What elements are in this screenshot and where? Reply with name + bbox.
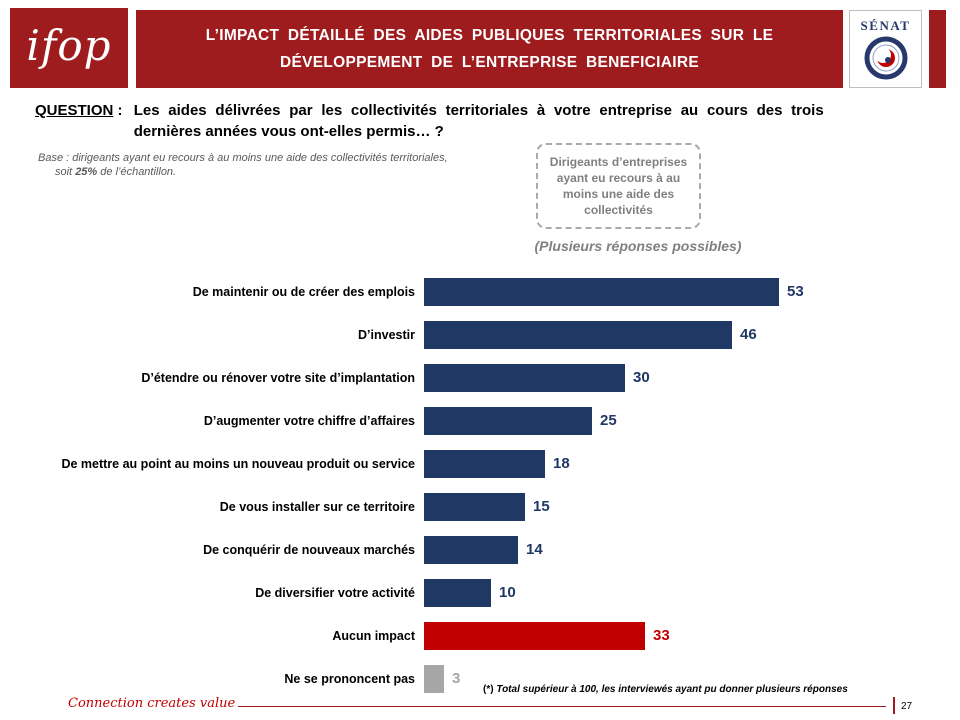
- bar-row: D’augmenter votre chiffre d’affaires 25: [0, 399, 960, 442]
- bar-value: 15: [533, 498, 550, 515]
- bar: [424, 492, 525, 521]
- bar-row: D’investir 46: [0, 313, 960, 356]
- bar-value: 46: [740, 326, 757, 343]
- population-callout: Dirigeants d’entreprises ayant eu recour…: [536, 143, 701, 229]
- bar-row: De diversifier votre activité 10: [0, 571, 960, 614]
- ifop-logo-text: ifop: [26, 21, 112, 70]
- question-separator: :: [113, 102, 127, 119]
- header-right-stripe: [929, 10, 946, 88]
- bar: [424, 406, 592, 435]
- bar-value: 18: [553, 455, 570, 472]
- footnote-marker: (*): [483, 684, 494, 695]
- ifop-logo: ifop: [10, 8, 128, 88]
- bar-label: D’investir: [358, 327, 415, 342]
- bar: [424, 363, 625, 392]
- senat-logo-text: SÉNAT: [860, 18, 911, 33]
- footer-divider: [238, 706, 886, 707]
- base-note-line2: soit 25% de l’échantillon.: [55, 166, 177, 178]
- bar-row: D’étendre ou rénover votre site d’implan…: [0, 356, 960, 399]
- bar-label: De vous installer sur ce territoire: [219, 499, 415, 514]
- bar-row: Ne se prononcent pas 3: [0, 657, 960, 700]
- bar-value: 10: [499, 584, 516, 601]
- title-banner: L’IMPACT DÉTAILLÉ DES AIDES PUBLIQUES TE…: [136, 10, 843, 88]
- bar-label: De conquérir de nouveaux marchés: [203, 542, 415, 557]
- bar-value: 53: [787, 283, 804, 300]
- title-line-1: L’IMPACT DÉTAILLÉ DES AIDES PUBLIQUES TE…: [205, 27, 774, 44]
- bar-label: Aucun impact: [332, 628, 415, 643]
- bar-label: De maintenir ou de créer des emplois: [192, 284, 415, 299]
- multiple-answers-note: (Plusieurs réponses possibles): [534, 238, 742, 254]
- bar-value: 14: [526, 541, 543, 558]
- bar-value: 33: [653, 627, 670, 644]
- bar: [424, 621, 645, 650]
- senat-emblem-icon: [864, 36, 907, 80]
- bar: [424, 320, 732, 349]
- bar: [424, 664, 444, 693]
- bar-label: D’augmenter votre chiffre d’affaires: [203, 413, 415, 428]
- bar-row: De vous installer sur ce territoire 15: [0, 485, 960, 528]
- bar-label: D’étendre ou rénover votre site d’implan…: [141, 370, 415, 385]
- bar-row: De maintenir ou de créer des emplois 53: [0, 270, 960, 313]
- bar-label: Ne se prononcent pas: [284, 671, 415, 686]
- bar-value: 3: [452, 670, 461, 687]
- footer-tagline: Connection creates value: [68, 696, 236, 711]
- bar: [424, 449, 545, 478]
- base-note-line1: Base : dirigeants ayant eu recours à au …: [38, 152, 448, 164]
- bar-label: De mettre au point au moins un nouveau p…: [61, 456, 415, 471]
- page-number-separator: [893, 697, 895, 714]
- question-label: QUESTION: [35, 102, 114, 119]
- senat-logo: SÉNAT: [849, 10, 922, 88]
- chart-footnote: (*) Total supérieur à 100, les interview…: [483, 684, 848, 695]
- bar: [424, 578, 491, 607]
- page-number: 27: [901, 701, 913, 712]
- footnote-text: Total supérieur à 100, les interviewés a…: [493, 684, 848, 695]
- bar-row: De conquérir de nouveaux marchés 14: [0, 528, 960, 571]
- bar-value: 30: [633, 369, 650, 386]
- question-text: Les aides délivrées par les collectivité…: [133, 102, 824, 140]
- bar-row: Aucun impact 33: [0, 614, 960, 657]
- base-note: Base : dirigeants ayant eu recours à au …: [38, 151, 448, 179]
- bar: [424, 535, 518, 564]
- bar-value: 25: [600, 412, 617, 429]
- title-line-2: DÉVELOPPEMENT DE L’ENTREPRISE BENEFICIAI…: [279, 54, 700, 71]
- bar-row: De mettre au point au moins un nouveau p…: [0, 442, 960, 485]
- bar-label: De diversifier votre activité: [255, 585, 415, 600]
- bar-chart: De maintenir ou de créer des emplois 53 D’…: [0, 270, 960, 700]
- bar: [424, 277, 779, 306]
- question-block: QUESTION : Les aides délivrées par les c…: [35, 100, 841, 142]
